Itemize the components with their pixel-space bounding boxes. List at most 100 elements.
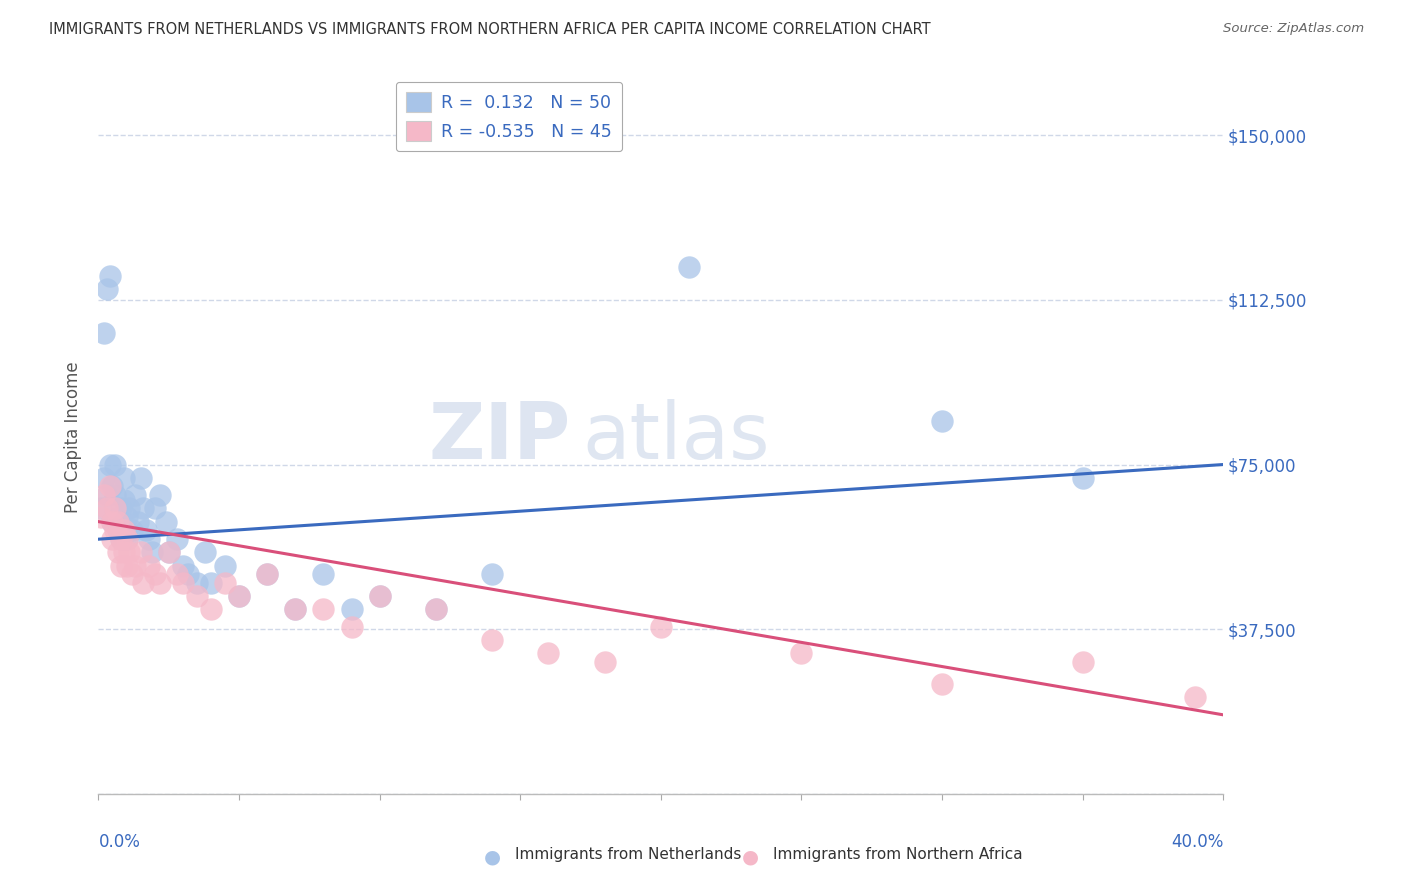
Point bbox=[101, 515, 124, 529]
Point bbox=[104, 501, 127, 516]
Point bbox=[537, 646, 560, 660]
Point bbox=[650, 620, 672, 634]
Point bbox=[166, 532, 188, 546]
Text: Source: ZipAtlas.com: Source: ZipAtlas.com bbox=[1223, 22, 1364, 36]
Point bbox=[790, 646, 813, 660]
Point bbox=[186, 576, 208, 591]
Point bbox=[368, 589, 391, 603]
Point bbox=[132, 501, 155, 516]
Point bbox=[481, 567, 503, 582]
Point bbox=[112, 545, 135, 559]
Point bbox=[101, 532, 124, 546]
Point bbox=[194, 545, 217, 559]
Text: IMMIGRANTS FROM NETHERLANDS VS IMMIGRANTS FROM NORTHERN AFRICA PER CAPITA INCOME: IMMIGRANTS FROM NETHERLANDS VS IMMIGRANT… bbox=[49, 22, 931, 37]
Point bbox=[1184, 690, 1206, 705]
Text: atlas: atlas bbox=[582, 399, 769, 475]
Text: 40.0%: 40.0% bbox=[1171, 833, 1223, 851]
Point bbox=[256, 567, 278, 582]
Point bbox=[312, 567, 335, 582]
Point bbox=[256, 567, 278, 582]
Point bbox=[124, 558, 146, 573]
Point bbox=[214, 576, 236, 591]
Point bbox=[118, 545, 141, 559]
Point bbox=[101, 479, 124, 493]
Point bbox=[110, 532, 132, 546]
Point bbox=[110, 558, 132, 573]
Point bbox=[107, 510, 129, 524]
Point bbox=[931, 677, 953, 691]
Point bbox=[200, 602, 222, 616]
Point bbox=[200, 576, 222, 591]
Point bbox=[98, 479, 121, 493]
Point bbox=[678, 260, 700, 274]
Point bbox=[115, 532, 138, 546]
Point bbox=[1071, 471, 1094, 485]
Point bbox=[98, 268, 121, 283]
Point bbox=[149, 576, 172, 591]
Text: ●: ● bbox=[484, 847, 501, 866]
Point bbox=[110, 532, 132, 546]
Point bbox=[124, 488, 146, 502]
Text: ●: ● bbox=[742, 847, 759, 866]
Point bbox=[368, 589, 391, 603]
Point bbox=[177, 567, 200, 582]
Point bbox=[157, 545, 180, 559]
Point bbox=[141, 545, 163, 559]
Point bbox=[93, 326, 115, 340]
Point bbox=[93, 471, 115, 485]
Point bbox=[481, 633, 503, 648]
Y-axis label: Per Capita Income: Per Capita Income bbox=[63, 361, 82, 513]
Point bbox=[121, 567, 143, 582]
Point bbox=[186, 589, 208, 603]
Point bbox=[228, 589, 250, 603]
Point bbox=[96, 282, 118, 296]
Point bbox=[110, 501, 132, 516]
Point bbox=[115, 510, 138, 524]
Point bbox=[101, 515, 124, 529]
Point bbox=[104, 458, 127, 472]
Point bbox=[340, 602, 363, 616]
Text: Immigrants from Netherlands: Immigrants from Netherlands bbox=[515, 847, 741, 863]
Point bbox=[425, 602, 447, 616]
Point bbox=[340, 620, 363, 634]
Point bbox=[96, 501, 118, 516]
Point bbox=[104, 488, 127, 502]
Point bbox=[1071, 655, 1094, 669]
Point bbox=[284, 602, 307, 616]
Point bbox=[138, 558, 160, 573]
Point bbox=[172, 558, 194, 573]
Point bbox=[129, 545, 152, 559]
Point bbox=[143, 501, 166, 516]
Point bbox=[284, 602, 307, 616]
Point bbox=[172, 576, 194, 591]
Point bbox=[127, 515, 149, 529]
Point bbox=[132, 576, 155, 591]
Point bbox=[112, 492, 135, 507]
Point bbox=[98, 458, 121, 472]
Point bbox=[115, 532, 138, 546]
Point bbox=[143, 567, 166, 582]
Point bbox=[104, 524, 127, 538]
Point bbox=[214, 558, 236, 573]
Point bbox=[107, 524, 129, 538]
Point bbox=[112, 524, 135, 538]
Point bbox=[115, 558, 138, 573]
Text: ZIP: ZIP bbox=[429, 399, 571, 475]
Point bbox=[112, 471, 135, 485]
Point bbox=[129, 471, 152, 485]
Text: Immigrants from Northern Africa: Immigrants from Northern Africa bbox=[773, 847, 1024, 863]
Point bbox=[90, 501, 112, 516]
Point bbox=[121, 524, 143, 538]
Point bbox=[166, 567, 188, 582]
Point bbox=[107, 515, 129, 529]
Legend: R =  0.132   N = 50, R = -0.535   N = 45: R = 0.132 N = 50, R = -0.535 N = 45 bbox=[396, 82, 621, 152]
Point bbox=[107, 545, 129, 559]
Point bbox=[135, 524, 157, 538]
Point bbox=[90, 510, 112, 524]
Point bbox=[138, 532, 160, 546]
Point bbox=[96, 488, 118, 502]
Point bbox=[425, 602, 447, 616]
Point bbox=[312, 602, 335, 616]
Point bbox=[155, 515, 177, 529]
Point bbox=[593, 655, 616, 669]
